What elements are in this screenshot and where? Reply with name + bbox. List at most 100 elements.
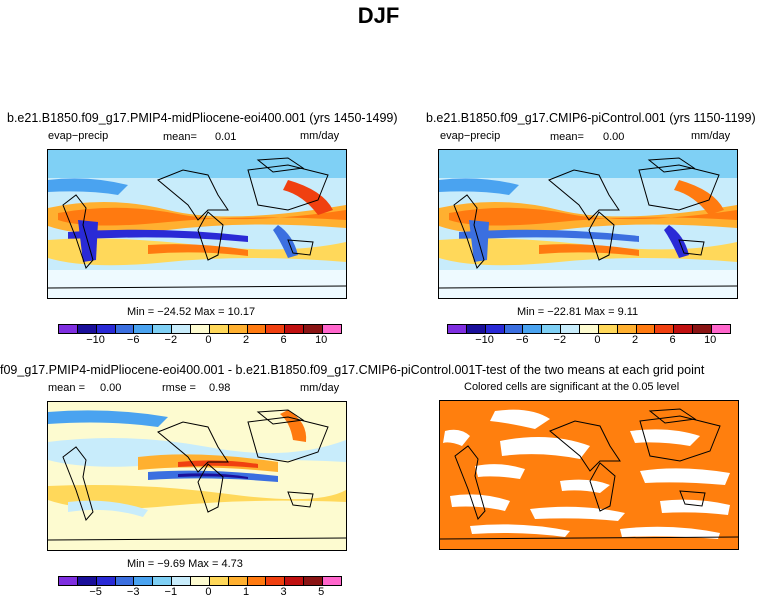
mean-label-top-right: mean= <box>550 131 584 143</box>
colorbar-tick-label: −10 <box>86 334 105 346</box>
colorbar-tick-label: −5 <box>89 586 102 598</box>
colorbar-box <box>323 577 341 585</box>
mean-value-top-right: 0.00 <box>603 131 625 143</box>
colorbar-tick-label: 10 <box>704 334 717 346</box>
colorbar-tick-label: 6 <box>280 334 287 346</box>
units-label-top-left: mm/day <box>300 130 340 142</box>
colorbar-bottom-left <box>58 576 342 586</box>
map-field-top-right <box>439 150 737 298</box>
colorbar-box <box>115 325 135 333</box>
panel-title-bottom-left: f09_g17.PMIP4-midPliocene-eoi400.001 - b… <box>0 363 476 377</box>
colorbar-box <box>712 325 730 333</box>
colorbar-box <box>448 325 467 333</box>
colorbar-tick-label: −3 <box>126 586 140 598</box>
colorbar-tick-label: 0 <box>205 586 212 598</box>
colorbar-box <box>228 577 248 585</box>
colorbar-box <box>523 325 543 333</box>
colorbar-box <box>77 325 97 333</box>
panel-title-top-right: b.e21.B1850.f09_g17.CMIP6-piControl.001 … <box>426 111 756 125</box>
colorbar-box <box>209 577 229 585</box>
colorbar-tick-label: −2 <box>164 334 178 346</box>
map-field-bottom-left <box>48 402 346 550</box>
colorbar-tick-label: 0 <box>594 334 601 346</box>
colorbar-box <box>172 325 192 333</box>
colorbar-box <box>485 325 505 333</box>
rmse-label-bottom-left: rmse = <box>162 382 196 394</box>
colorbar-box <box>247 577 267 585</box>
colorbar-tick-label: −6 <box>126 334 140 346</box>
panel-subtitle-bottom-right: Colored cells are significant at the 0.0… <box>464 381 680 393</box>
colorbar-box <box>266 325 286 333</box>
colorbar-box <box>504 325 524 333</box>
colorbar-box <box>191 325 210 333</box>
colorbar-box <box>285 577 305 585</box>
units-label-bottom-left: mm/day <box>300 382 340 394</box>
colorbar-box <box>636 325 656 333</box>
panel-title-bottom-right: T-test of the two means at each grid poi… <box>475 363 705 377</box>
colorbar-top-right <box>447 324 731 334</box>
min-max-bottom-left: Min = −9.69 Max = 4.73 <box>127 558 243 570</box>
mean-value-top-left: 0.01 <box>215 131 237 143</box>
mean-label-top-left: mean= <box>163 131 197 143</box>
colorbar-box <box>59 325 78 333</box>
colorbar-tick-label: 5 <box>318 586 325 598</box>
min-max-top-right: Min = −22.81 Max = 9.11 <box>517 306 639 318</box>
panel-title-top-left: b.e21.B1850.f09_g17.PMIP4-midPliocene-eo… <box>7 111 398 125</box>
min-max-top-left: Min = −24.52 Max = 10.17 <box>127 306 256 318</box>
colorbar-box <box>247 325 267 333</box>
colorbar-box <box>228 325 248 333</box>
map-panel-top-left <box>47 149 347 299</box>
colorbar-tick-label: 2 <box>242 334 250 346</box>
colorbar-box <box>134 577 154 585</box>
colorbar-box <box>561 325 581 333</box>
map-panel-bottom-right <box>439 400 739 550</box>
colorbar-box <box>77 577 97 585</box>
colorbar-box <box>655 325 675 333</box>
colorbar-box <box>134 325 154 333</box>
colorbar-tick-label: 1 <box>242 586 250 598</box>
colorbar-box <box>598 325 618 333</box>
colorbar-tick-label: 10 <box>315 334 328 346</box>
map-field-bottom-right <box>440 401 738 549</box>
colorbar-box <box>323 325 341 333</box>
map-field-top-left <box>48 150 346 298</box>
colorbar-ticks-bottom-left: −5 −3 −1 0 1 3 5 <box>58 586 340 600</box>
colorbar-tick-label: −6 <box>515 334 529 346</box>
colorbar-tick-label: 3 <box>280 586 287 598</box>
colorbar-box <box>580 325 599 333</box>
colorbar-top-left <box>58 324 342 334</box>
map-panel-top-right <box>438 149 738 299</box>
variable-label-top-right: evap−precip <box>440 130 501 142</box>
colorbar-box <box>153 325 173 333</box>
colorbar-box <box>304 577 324 585</box>
colorbar-ticks-top-left: −10 −6 −2 0 2 6 10 <box>58 334 340 348</box>
colorbar-box <box>674 325 694 333</box>
colorbar-box <box>191 577 210 585</box>
mean-value-bottom-left: 0.00 <box>100 382 122 394</box>
page-title: DJF <box>357 3 400 28</box>
colorbar-box <box>304 325 324 333</box>
colorbar-box <box>693 325 713 333</box>
rmse-value-bottom-left: 0.98 <box>209 382 231 394</box>
colorbar-box <box>115 577 135 585</box>
colorbar-tick-label: −2 <box>553 334 567 346</box>
colorbar-tick-label: 0 <box>205 334 212 346</box>
colorbar-box <box>542 325 562 333</box>
colorbar-tick-label: −10 <box>475 334 494 346</box>
colorbar-box <box>466 325 486 333</box>
colorbar-box <box>96 325 116 333</box>
colorbar-box <box>59 577 78 585</box>
colorbar-box <box>172 577 192 585</box>
colorbar-box <box>209 325 229 333</box>
colorbar-box <box>285 325 305 333</box>
colorbar-box <box>153 577 173 585</box>
colorbar-tick-label: 2 <box>631 334 639 346</box>
mean-label-bottom-left: mean = <box>48 382 85 394</box>
variable-label-top-left: evap−precip <box>48 130 109 142</box>
colorbar-box <box>266 577 286 585</box>
units-label-top-right: mm/day <box>691 130 731 142</box>
colorbar-box <box>617 325 637 333</box>
colorbar-tick-label: 6 <box>669 334 676 346</box>
colorbar-ticks-top-right: −10 −6 −2 0 2 6 10 <box>447 334 729 348</box>
colorbar-tick-label: −1 <box>164 586 178 598</box>
